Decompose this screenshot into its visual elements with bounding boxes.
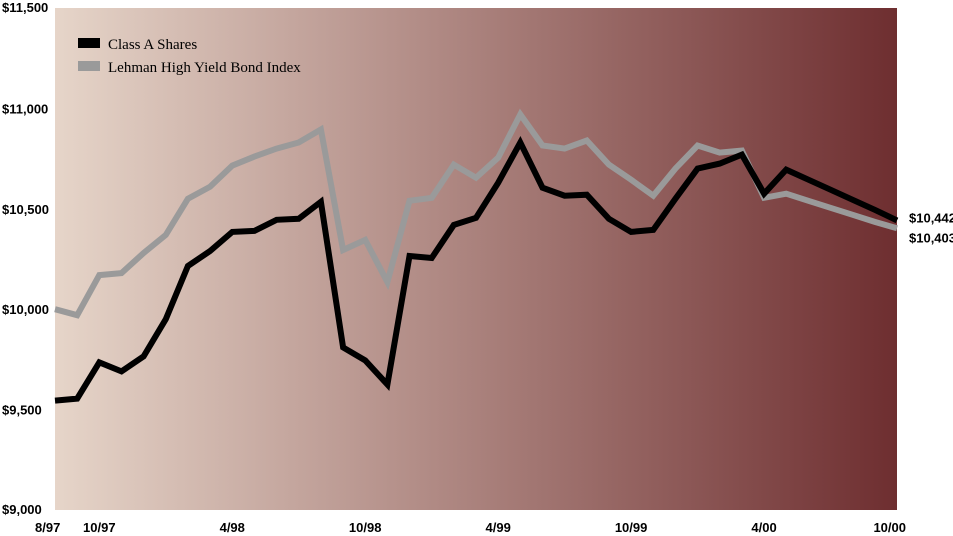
end-label-lehman: $10,403 <box>909 230 953 245</box>
x-tick-label: 10/97 <box>83 520 116 535</box>
legend: Class A Shares Lehman High Yield Bond In… <box>78 37 301 76</box>
x-tick-label: 4/98 <box>220 520 245 535</box>
series-line-class-a <box>54 136 899 404</box>
x-axis-ticks: 8/97 10/97 4/98 10/98 4/99 10/99 4/00 10/00 <box>35 520 906 535</box>
y-axis-ticks: $9,000 $9,500 $10,000 $10,500 $11,000 $11,500 <box>2 0 49 517</box>
plot-area <box>55 8 897 510</box>
series-layer <box>54 108 899 404</box>
x-tick-label: 4/99 <box>486 520 511 535</box>
x-tick-label: 10/00 <box>873 520 906 535</box>
x-tick-label: 10/98 <box>349 520 382 535</box>
x-tick-label: 8/97 <box>35 520 60 535</box>
y-tick-label: $10,500 <box>2 202 49 217</box>
y-tick-label: $10,000 <box>2 302 49 317</box>
y-tick-label: $11,000 <box>2 101 48 116</box>
y-tick-label: $9,500 <box>2 403 42 418</box>
y-tick-label: $11,500 <box>2 0 48 15</box>
end-labels: $10,442 $10,403 <box>909 210 953 245</box>
legend-swatch-class-a <box>78 38 100 48</box>
y-tick-label: $9,000 <box>2 502 42 517</box>
x-tick-label: 10/99 <box>615 520 648 535</box>
legend-swatch-lehman <box>78 61 100 71</box>
end-label-class-a: $10,442 <box>909 210 953 225</box>
legend-label-class-a: Class A Shares <box>108 37 197 53</box>
x-tick-label: 4/00 <box>751 520 776 535</box>
legend-label-lehman: Lehman High Yield Bond Index <box>108 60 301 76</box>
